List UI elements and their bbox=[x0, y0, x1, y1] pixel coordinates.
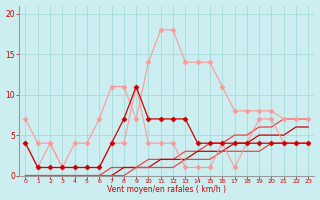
X-axis label: Vent moyen/en rafales ( km/h ): Vent moyen/en rafales ( km/h ) bbox=[108, 185, 226, 194]
